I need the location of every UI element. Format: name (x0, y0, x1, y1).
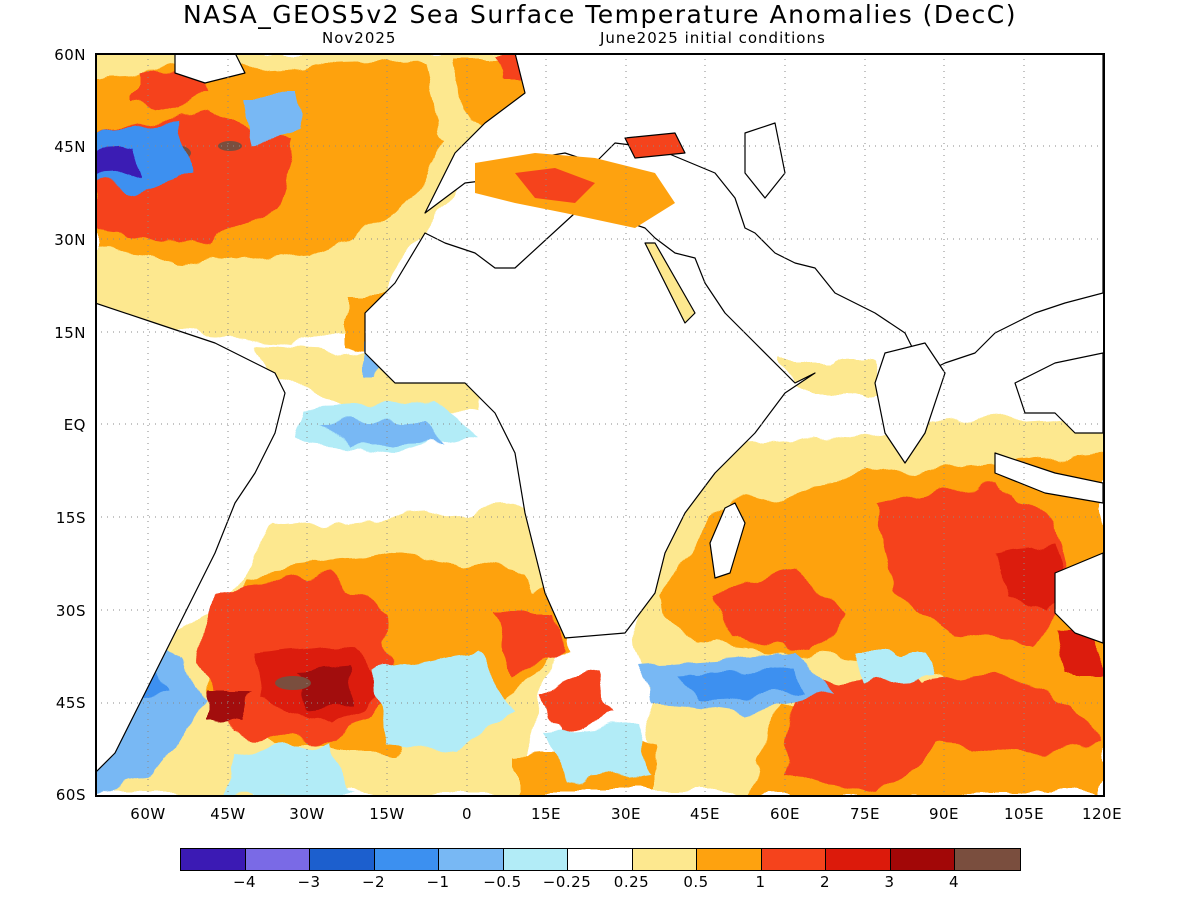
lat-label-15n: 15N (54, 324, 86, 342)
colorbar-label-6: 0.25 (613, 873, 650, 891)
colorbar-swatch-5 (503, 849, 568, 870)
colorbar-label-0: −4 (232, 873, 257, 891)
lon-label-45w: 45W (210, 805, 246, 823)
graticule (95, 53, 1103, 795)
colorbar-label-4: −0.5 (483, 873, 522, 891)
colorbar-swatch-3 (374, 849, 439, 870)
colorbar-swatch-8 (697, 849, 762, 870)
sst-anomaly-map (95, 53, 1103, 795)
colorbar-label-5: −0.25 (542, 873, 592, 891)
colorbar-label-1: −3 (297, 873, 321, 891)
valid-month-label: Nov2025 (322, 29, 397, 47)
lat-label-15s: 15S (55, 509, 86, 527)
colorbar-swatch-2 (310, 849, 375, 870)
lon-label-90e: 90E (928, 805, 960, 823)
lon-label-0: 0 (461, 805, 473, 823)
colorbar-swatch-11 (890, 849, 955, 870)
lat-label-60s: 60S (55, 786, 86, 804)
land-masses (95, 53, 1103, 774)
lon-label-45e: 45E (689, 805, 721, 823)
colorbar-swatch-4 (439, 849, 504, 870)
lat-label-45n: 45N (54, 138, 86, 156)
colorbar-swatch-9 (761, 849, 826, 870)
lat-label-30n: 30N (54, 231, 86, 249)
colorbar-swatch-0 (181, 849, 246, 870)
colorbar-label-7: 0.5 (683, 873, 709, 891)
colorbar-label-10: 3 (884, 873, 895, 891)
lon-label-105e: 105E (1003, 805, 1045, 823)
colorbar-swatch-12 (955, 849, 1020, 870)
colorbar (180, 848, 1021, 871)
chart-title: NASA_GEOS5v2 Sea Surface Temperature Ano… (182, 0, 1018, 29)
lat-label-30s: 30S (55, 602, 86, 620)
anomaly-field (95, 53, 1103, 795)
colorbar-label-8: 1 (755, 873, 766, 891)
map-frame (95, 53, 1103, 795)
colorbar-label-3: −1 (426, 873, 450, 891)
lon-label-120e: 120E (1081, 805, 1123, 823)
colorbar-label-9: 2 (819, 873, 831, 891)
lon-label-60w: 60W (130, 805, 166, 823)
colorbar-label-2: −2 (361, 873, 386, 891)
init-conditions-label: June2025 initial conditions (600, 29, 826, 47)
lon-label-75e: 75E (849, 805, 881, 823)
colorbar-swatch-1 (245, 849, 310, 870)
lat-label-eq: EQ (63, 416, 86, 434)
lon-label-30e: 30E (610, 805, 642, 823)
lon-label-60e: 60E (769, 805, 801, 823)
lat-label-60n: 60N (54, 46, 86, 64)
colorbar-swatch-10 (826, 849, 891, 870)
lon-label-30w: 30W (289, 805, 325, 823)
lat-label-45s: 45S (55, 694, 86, 712)
colorbar-swatch-6 (568, 849, 633, 870)
colorbar-label-11: 4 (948, 873, 960, 891)
lon-label-15w: 15W (369, 805, 405, 823)
warm-red-layer (95, 58, 1103, 795)
cool-layer (95, 93, 935, 795)
lon-label-15e: 15E (530, 805, 562, 823)
colorbar-swatch-7 (632, 849, 697, 870)
